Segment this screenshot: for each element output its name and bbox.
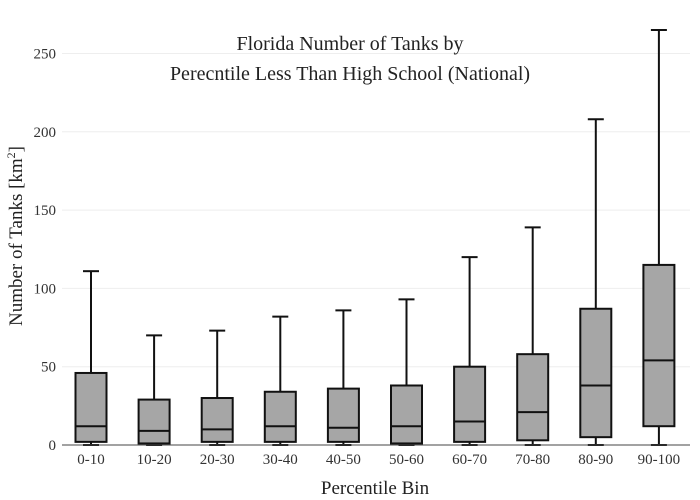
- x-tick-label: 90-100: [638, 452, 681, 468]
- x-tick-label: 0-10: [77, 452, 105, 468]
- box-40-50: [326, 309, 360, 446]
- x-tick-label: 60-70: [452, 452, 487, 468]
- box-50-60: [390, 298, 423, 446]
- box-90-100: [642, 29, 676, 446]
- y-tick-labels: 0 50 100 150 200 250: [34, 46, 57, 454]
- box-series: [74, 29, 676, 446]
- y-tick-label: 50: [41, 360, 56, 376]
- box-10-20: [137, 334, 171, 446]
- y-axis-title-main: Number of Tanks [km: [6, 158, 27, 326]
- iqr-box: [263, 390, 297, 443]
- chart-title-line-2: Perecntile Less Than High School (Nation…: [170, 63, 530, 85]
- y-tick-label: 100: [34, 281, 57, 297]
- y-axis-title-superscript: 2: [4, 152, 18, 158]
- x-tick-label: 50-60: [389, 452, 424, 468]
- box-70-80: [516, 226, 550, 446]
- y-axis-title-end: ]: [6, 146, 27, 152]
- iqr-box: [516, 353, 550, 442]
- x-tick-label: 10-20: [137, 452, 172, 468]
- x-tick-label: 40-50: [326, 452, 361, 468]
- iqr-box: [390, 384, 423, 445]
- iqr-box: [326, 387, 360, 443]
- x-tick-label: 80-90: [578, 452, 613, 468]
- y-tick-label: 0: [49, 438, 57, 454]
- y-axis-title: Number of Tanks [km2]: [4, 146, 27, 326]
- y-tick-label: 200: [34, 125, 57, 141]
- chart-title-line-1: Florida Number of Tanks by: [236, 33, 463, 55]
- x-tick-label: 30-40: [263, 452, 298, 468]
- iqr-box: [200, 397, 234, 443]
- box-0-10: [74, 270, 108, 446]
- box-60-70: [453, 256, 487, 446]
- x-tick-labels: 0-10 10-20 20-30 30-40 40-50 50-60 60-70 70-80 8…: [77, 452, 680, 468]
- box-20-30: [200, 329, 234, 446]
- x-tick-label: 20-30: [200, 452, 235, 468]
- box-30-40: [263, 315, 297, 446]
- y-tick-label: 150: [34, 203, 57, 219]
- iqr-box: [74, 371, 108, 443]
- y-tick-label: 250: [34, 46, 57, 62]
- box-80-90: [579, 118, 613, 446]
- iqr-box: [579, 307, 613, 439]
- iqr-box: [453, 365, 487, 443]
- iqr-box: [137, 398, 171, 445]
- x-axis-title: Percentile Bin: [321, 478, 430, 499]
- x-tick-label: 70-80: [515, 452, 550, 468]
- iqr-box: [642, 263, 676, 428]
